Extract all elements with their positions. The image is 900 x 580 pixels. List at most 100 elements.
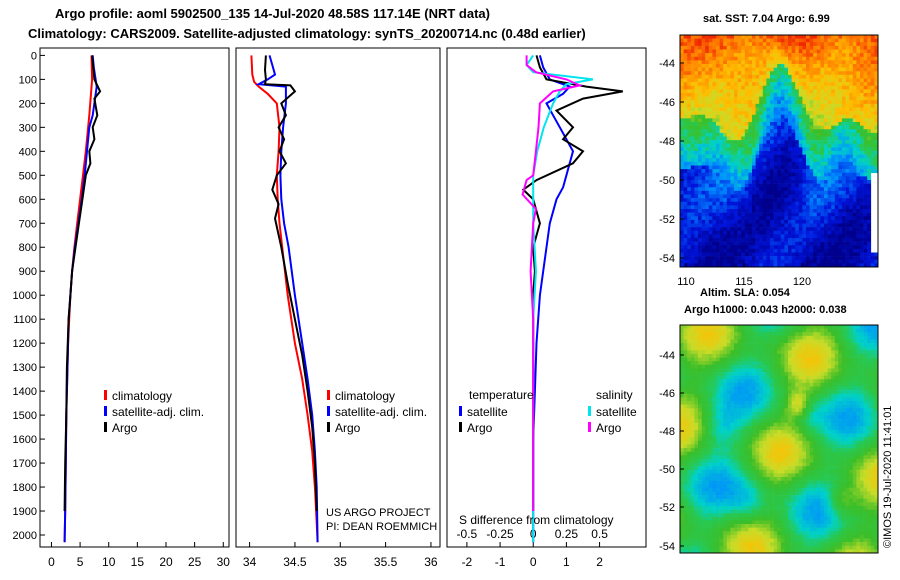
mapSST-cell [795,42,800,47]
mapSLA-cell [705,390,710,395]
mapSST-cell [723,205,728,210]
mapSST-cell [824,256,828,261]
mapSST-cell [762,103,767,108]
mapSST-cell [755,183,760,188]
mapSLA-cell [723,335,728,340]
mapSST-cell [849,49,854,54]
mapSST-cell [820,114,825,119]
mapSST-cell [726,82,731,87]
mapSST-cell [752,216,756,221]
mapSST-cell [694,194,699,199]
mapSST-cell [770,132,774,137]
mapSST-cell [719,259,724,264]
mapSLA-cell [777,353,782,358]
mapSST-cell [860,205,864,210]
mapSST-cell [791,230,796,235]
mapSST-cell [860,100,864,105]
mapSST-cell [737,42,742,47]
mapSLA-cell [827,404,832,409]
mapSST-cell [698,122,702,126]
mapSST-cell [824,64,828,68]
mapSST-cell [784,245,789,250]
mapSST-cell [827,180,832,184]
mapSST-cell [748,118,753,123]
mapSLA-cell [824,328,828,333]
mapSLA-cell [687,335,692,340]
mapSST-cell [687,129,692,134]
mapSST-cell [809,132,814,137]
mapSST-cell [766,205,771,210]
mapSST-cell [802,118,807,123]
mapSLA-cell [791,397,796,402]
mapSLA-cell [838,397,843,402]
mapSST-cell [726,209,731,213]
mapSST-cell [734,205,738,210]
mapSLA-cell [824,346,828,351]
mapSLA-cell [816,375,821,380]
mapSLA-cell [780,375,785,380]
mapSST-cell [838,125,843,130]
mapSST-cell [802,216,807,221]
mapSLA-cell [698,372,702,376]
mapSST-cell [798,82,803,87]
mapSST-cell [842,223,846,228]
mapSST-cell [856,259,861,264]
mapSLA-cell [770,357,774,362]
mapSST-cell [770,176,774,181]
mapSLA-cell [860,379,864,384]
mapSST-cell [780,49,785,54]
mapSLA-cell [730,346,735,351]
mapSST-cell [701,125,706,130]
mapSLA-cell [723,361,728,366]
mapSST-cell [762,122,767,126]
mapSST-cell [744,205,749,210]
mapSLA-cell [762,411,767,416]
mapSST-cell [874,103,879,108]
mapSST-cell [780,56,785,61]
mapSST-cell [766,100,771,105]
mapSST-cell [795,85,800,90]
mapSST-cell [698,263,702,268]
mapSST-cell [734,125,738,130]
mapSST-cell [712,169,717,174]
mapSST-cell [755,82,760,87]
mapSLA-cell [824,343,828,348]
mapSLA-cell [827,375,832,380]
mapSLA-cell [802,382,807,387]
mapSST-cell [809,187,814,192]
mapSLA-cell [834,328,839,333]
mapSST-cell [719,125,724,130]
mapSST-cell [795,223,800,228]
mapSST-cell [827,209,832,213]
mapSST-cell [755,180,760,184]
mapSST-cell [780,42,785,47]
mapSST-cell [737,238,742,242]
mapSST-cell [798,67,803,72]
mapSST-cell [788,223,792,228]
mapSST-cell [816,132,821,137]
mapSST-cell [867,132,872,137]
mapSST-cell [741,256,746,261]
mapSLA-cell [698,332,702,337]
mapSLA-cell [766,328,771,333]
mapSST-cell [734,143,738,148]
mapSST-cell [734,248,738,253]
mapSST-cell [831,111,836,116]
mapSST-cell [856,147,861,152]
mapSST-cell [716,85,720,90]
mapSLA-cell [788,390,792,395]
mapSLA-cell [705,339,710,344]
mapSST-cell [820,143,825,148]
mapSST-cell [813,256,818,261]
mapSST-cell [690,82,695,87]
mapSLA-cell [824,375,828,380]
mapSST-cell [701,114,706,119]
mapSST-cell [741,165,746,170]
mapSST-cell [755,205,760,210]
mapSLA-cell [748,361,753,366]
mapSST-cell [798,143,803,148]
mapSLA-cell [705,401,710,405]
mapSST-cell [759,67,764,72]
mapSST-cell [863,194,868,199]
legend-label-temp-argo: Argo [467,421,493,435]
